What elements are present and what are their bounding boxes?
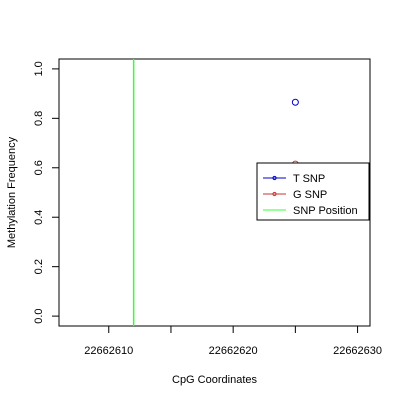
legend-marker	[272, 175, 277, 181]
y-tick-label: 0.0	[33, 308, 45, 323]
y-axis: 0.0 0.2 0.4 0.6 0.8 1.0	[33, 61, 60, 324]
x-tick-label: 22662620	[209, 345, 258, 357]
data-point	[291, 98, 299, 106]
x-tick-label: 22662630	[333, 345, 382, 357]
legend: T SNP G SNP SNP Position	[256, 162, 370, 221]
y-tick-label: 0.4	[33, 210, 45, 225]
data-points	[291, 98, 299, 168]
legend-label: SNP Position	[293, 205, 358, 217]
legend-label: G SNP	[293, 189, 327, 201]
x-axis-label: CpG Coordinates	[172, 374, 257, 386]
y-tick-label: 0.8	[33, 111, 45, 126]
y-tick-label: 0.2	[33, 259, 45, 274]
legend-marker	[272, 191, 277, 197]
x-axis: 22662610 22662620 22662630	[84, 325, 382, 357]
legend-label: T SNP	[293, 173, 325, 185]
x-tick-label: 22662610	[84, 345, 133, 357]
y-tick-label: 1.0	[33, 61, 45, 76]
y-tick-label: 0.6	[33, 160, 45, 175]
y-axis-label: Methylation Frequency	[6, 136, 18, 248]
